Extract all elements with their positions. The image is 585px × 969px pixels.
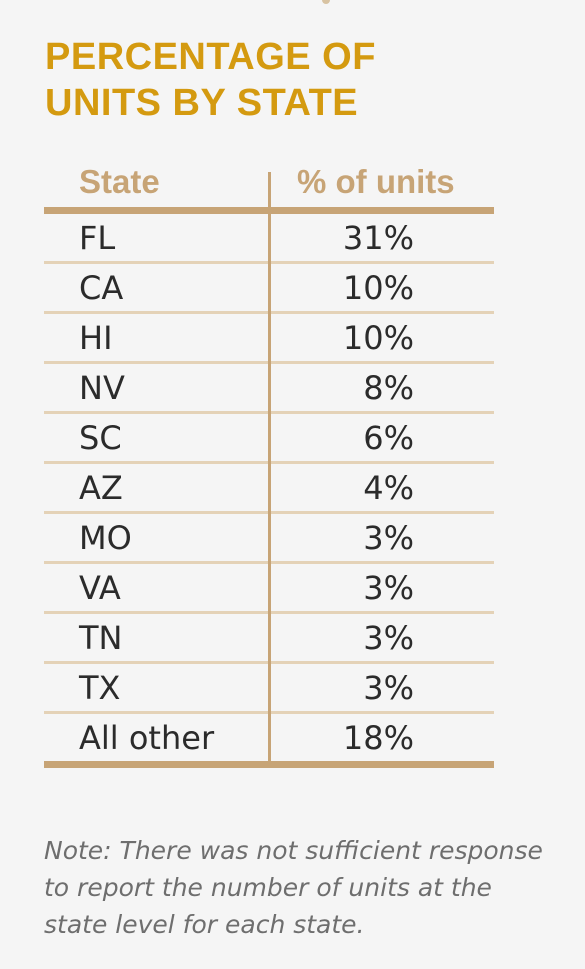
- column-header-state: State: [79, 163, 160, 200]
- units-by-state-table: State % of units FL 31% CA 10% HI 10% NV…: [44, 162, 494, 768]
- state-cell: AZ: [79, 469, 123, 507]
- state-cell: SC: [79, 419, 122, 457]
- percent-cell: 3%: [363, 519, 414, 557]
- percent-cell: 3%: [363, 669, 414, 707]
- percent-cell: 10%: [342, 269, 414, 307]
- column-header-percent: % of units: [297, 163, 455, 200]
- percent-cell: 6%: [363, 419, 414, 457]
- state-cell: HI: [79, 319, 113, 357]
- state-cell: MO: [79, 519, 132, 557]
- column-divider: [268, 172, 271, 766]
- state-cell: VA: [79, 569, 121, 607]
- state-cell: NV: [79, 369, 125, 407]
- percent-cell: 31%: [342, 219, 414, 257]
- page-title: PERCENTAGE OF UNITS BY STATE: [45, 34, 545, 126]
- footnote: Note: There was not sufficient response …: [44, 836, 543, 939]
- state-cell: All other: [79, 719, 215, 757]
- state-cell: TX: [79, 669, 121, 707]
- title-line-1: PERCENTAGE OF: [45, 36, 376, 78]
- percent-cell: 4%: [363, 469, 414, 507]
- percent-cell: 10%: [342, 319, 414, 357]
- percent-cell: 8%: [363, 369, 414, 407]
- title-line-2: UNITS BY STATE: [45, 82, 359, 124]
- percent-cell: 18%: [342, 719, 414, 757]
- percent-cell: 3%: [363, 619, 414, 657]
- state-cell: FL: [79, 219, 116, 257]
- state-cell: CA: [79, 269, 124, 307]
- top-decoration: [322, 0, 330, 4]
- percent-cell: 3%: [363, 569, 414, 607]
- state-cell: TN: [79, 619, 123, 657]
